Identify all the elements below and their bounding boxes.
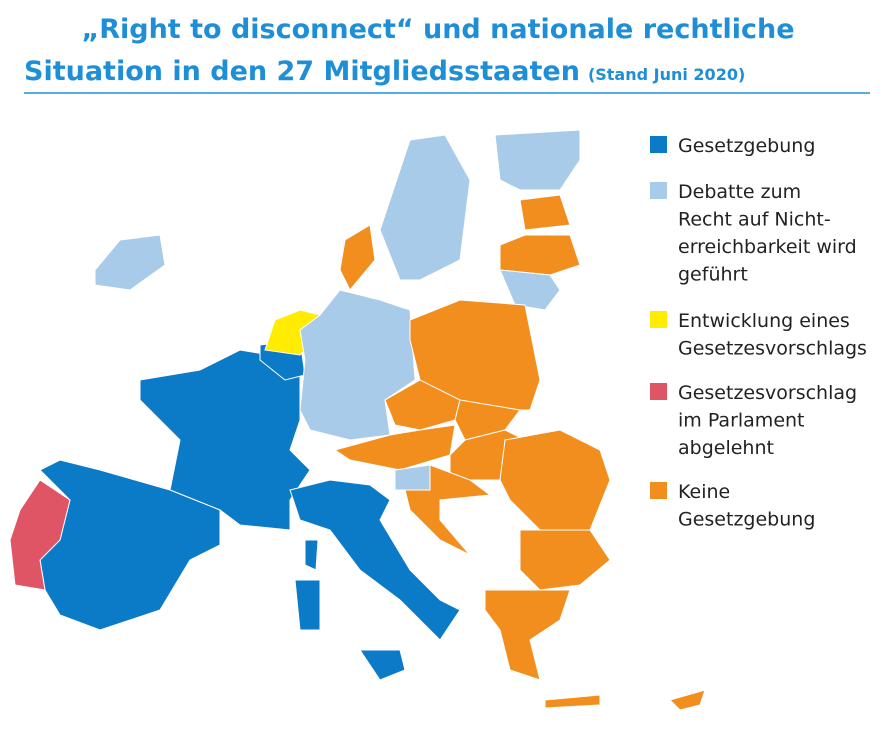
country <box>94 234 166 291</box>
country <box>499 234 581 276</box>
country <box>379 134 471 281</box>
country <box>299 289 416 441</box>
country <box>484 589 571 681</box>
legend-label: erreichbarkeit wird <box>678 236 857 258</box>
legend-label: Debatte zum <box>678 181 801 203</box>
legend-label: Gesetzgebung <box>678 509 815 531</box>
country <box>494 129 581 191</box>
legend-label: Recht auf Nicht- <box>678 209 831 231</box>
country <box>339 224 376 291</box>
country <box>394 464 431 491</box>
legend-label: Gesetzesvorschlag <box>678 382 857 404</box>
legend-label: Gesetzgebung <box>678 135 815 157</box>
map <box>9 129 706 711</box>
legend-swatch <box>650 383 667 400</box>
legend-label: im Parlament <box>678 410 805 432</box>
country <box>9 479 71 591</box>
country <box>544 694 601 709</box>
legend-label: geführt <box>678 264 748 286</box>
legend-label: Entwicklung eines <box>678 310 850 332</box>
country <box>519 194 571 231</box>
country <box>139 349 311 531</box>
country <box>304 539 319 571</box>
title-row: Situation in den 27 Mitgliedsstaaten (Sta… <box>24 56 745 87</box>
legend-swatch <box>650 182 667 199</box>
title-line: „Right to disconnect“ und nationale rech… <box>81 14 794 45</box>
country <box>669 689 706 711</box>
country <box>519 529 611 591</box>
country <box>359 649 406 681</box>
title-line: Situation in den 27 Mitgliedsstaaten <box>24 56 580 87</box>
country <box>404 464 492 556</box>
legend-swatch <box>650 311 667 328</box>
legend-label: Gesetzesvorschlags <box>678 338 867 360</box>
legend-swatch <box>650 136 667 153</box>
country <box>499 429 611 531</box>
legend-swatch <box>650 482 667 499</box>
country <box>333 424 456 471</box>
country <box>499 269 561 311</box>
country <box>294 579 321 631</box>
legend: Gesetzgebung Debatte zum Recht auf Nicht-e… <box>650 135 867 531</box>
subtitle: (Stand Juni 2020) <box>588 65 745 84</box>
legend-label: abgelehnt <box>678 437 774 459</box>
country <box>289 479 461 641</box>
legend-label: Keine <box>678 481 730 503</box>
